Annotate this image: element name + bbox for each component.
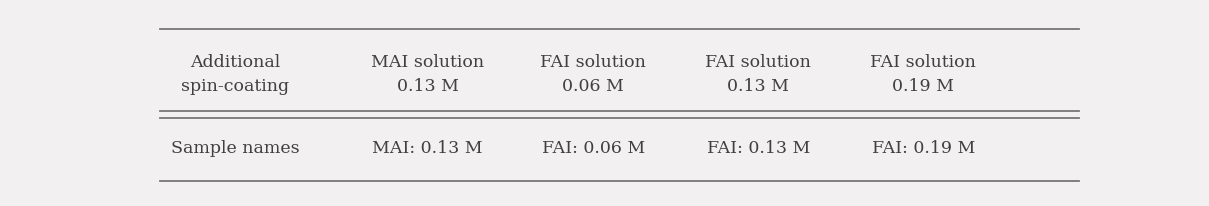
Text: FAI solution
0.06 M: FAI solution 0.06 M xyxy=(540,54,647,95)
Text: FAI: 0.13 M: FAI: 0.13 M xyxy=(706,140,810,157)
Text: MAI: 0.13 M: MAI: 0.13 M xyxy=(372,140,482,157)
Text: Sample names: Sample names xyxy=(172,140,300,157)
Text: FAI solution
0.19 M: FAI solution 0.19 M xyxy=(870,54,976,95)
Text: FAI solution
0.13 M: FAI solution 0.13 M xyxy=(705,54,811,95)
Text: MAI solution
0.13 M: MAI solution 0.13 M xyxy=(371,54,484,95)
Text: Additional
spin-coating: Additional spin-coating xyxy=(181,54,289,95)
Text: FAI: 0.06 M: FAI: 0.06 M xyxy=(542,140,646,157)
Text: FAI: 0.19 M: FAI: 0.19 M xyxy=(872,140,974,157)
